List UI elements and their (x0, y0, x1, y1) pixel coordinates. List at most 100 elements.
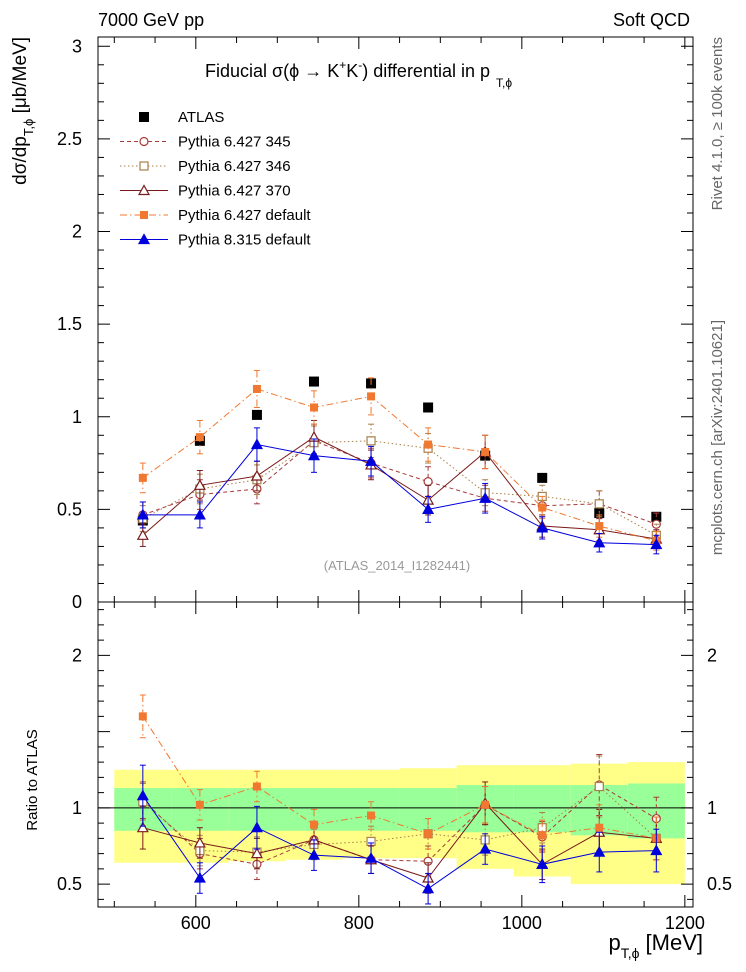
y-tick-label: 0.5 (57, 874, 82, 894)
data-point (365, 454, 378, 466)
data-point (650, 538, 663, 550)
legend-item-pythia-6-427-346: Pythia 6.427 346 (120, 158, 291, 175)
data-point (367, 811, 376, 820)
data-point (593, 845, 606, 857)
legend-label: Pythia 6.427 default (178, 207, 311, 224)
series-line-pythia-6-427-default (142, 388, 657, 542)
y-tick-label-right: 1 (707, 798, 717, 818)
series-pythia-8-315-default (136, 427, 663, 555)
legend-label: ATLAS (178, 109, 224, 126)
xlabel-unit: [MeV] (639, 930, 703, 955)
series-line-pythia-6-427-default (142, 716, 657, 839)
data-point (193, 871, 206, 883)
mcplots-label: mcplots.cern.ch [arXiv:2401.10621] (709, 320, 726, 555)
y-tick-label-right: 0.5 (707, 874, 732, 894)
data-point (538, 503, 547, 512)
data-point (251, 409, 262, 420)
legend-item-pythia-8-315-default: Pythia 8.315 default (120, 232, 311, 249)
legend-marker (139, 112, 149, 122)
data-point (309, 403, 318, 412)
main-xticks (113, 37, 686, 602)
y-tick-label: 1 (72, 798, 82, 818)
data-point (366, 436, 376, 446)
x-tick-label: 1200 (665, 913, 705, 933)
legend-marker (137, 184, 151, 196)
data-point (650, 844, 663, 856)
legend-item-atlas: ATLAS (139, 109, 224, 126)
series-pythia-8-315-default (136, 764, 663, 905)
series-pythia-6-427-370 (136, 419, 663, 549)
legend-item-pythia-6-427-default: Pythia 6.427 default (120, 207, 311, 224)
legend-marker (137, 233, 151, 245)
data-point (595, 522, 604, 531)
data-point (138, 712, 147, 721)
legend-item-pythia-6-427-345: Pythia 6.427 345 (120, 134, 291, 151)
data-point (537, 472, 548, 483)
ylabel-main: dσ/dp (10, 136, 31, 185)
series-pythia-6-427-345 (138, 423, 661, 536)
data-point (367, 392, 376, 401)
title-main: Fiducial σ(ϕ → K (205, 61, 339, 81)
ylabel-sub: T,ϕ (21, 119, 36, 136)
x-tick-label: 800 (344, 913, 374, 933)
y-tick-label: 0.5 (57, 499, 82, 519)
data-point (307, 848, 321, 860)
title-sub: T,ϕ (496, 76, 512, 90)
legend-label: Pythia 6.427 346 (178, 158, 291, 175)
y-tick-label: 0 (72, 592, 82, 612)
legend: ATLAS Pythia 6.427 345 Pythia 6.427 346 Pyt… (120, 109, 311, 249)
data-point (538, 831, 547, 840)
ratio-ylabel: Ratio to ATLAS (24, 729, 41, 830)
data-point (479, 842, 492, 854)
y-tick-label: 2 (72, 645, 82, 665)
rivet-label: Rivet 4.1.0, ≥ 100k events (709, 37, 726, 210)
series-line-pythia-6-427-370 (142, 436, 657, 540)
title-sup-minus: - (358, 58, 362, 72)
series-line-pythia-6-427-346 (142, 440, 657, 536)
y-tick-label-right: 2 (707, 645, 717, 665)
data-point (138, 473, 147, 482)
data-point (308, 376, 319, 387)
data-point (479, 492, 492, 503)
series-line-pythia-6-427-370 (142, 802, 657, 879)
xlabel-main: p (608, 930, 620, 955)
analysis-watermark: (ATLAS_2014_I1282441) (324, 558, 470, 573)
data-point (593, 536, 606, 548)
data-point (250, 469, 263, 481)
y-tick-label: 3 (72, 36, 82, 56)
legend-item-pythia-6-427-370: Pythia 6.427 370 (120, 183, 291, 200)
ratio-bands (98, 762, 693, 885)
data-point (136, 508, 149, 520)
ratio-plot: 0.5 0.5 1 1 2 2 600 800 1000 1200 Ratio to ATLAS… (24, 601, 732, 961)
data-point (422, 503, 435, 514)
main-title: Fiducial σ(ϕ → K+K-) differential in p T,… (205, 58, 512, 90)
series-line-pythia-8-315-default (142, 443, 657, 546)
data-point (365, 851, 378, 863)
data-point (136, 821, 149, 833)
main-plot: 0 0.5 1 1.5 2 2.5 3 Fiducial σ(ϕ → K+K-) diffe… (10, 36, 694, 612)
data-point (195, 800, 204, 809)
data-point (423, 476, 433, 487)
header-right: Soft QCD (613, 10, 690, 30)
xlabel-sub: T,ϕ (621, 945, 640, 961)
header-left: 7000 GeV pp (98, 10, 204, 30)
data-point (252, 782, 261, 791)
ratio-xticks: 600 800 1000 1200 (113, 602, 705, 933)
series-pythia-6-427-default (138, 369, 661, 551)
ratio-marks (136, 694, 663, 905)
title-k: K (346, 61, 358, 81)
x-axis-label: pT,ϕ [MeV] (608, 930, 703, 961)
legend-label: Pythia 8.315 default (178, 232, 311, 249)
title-sup-plus: + (339, 58, 346, 72)
data-point (595, 823, 604, 832)
data-point (536, 858, 549, 869)
data-point (424, 440, 433, 449)
data-point (422, 882, 435, 894)
series-line-pythia-8-315-default (142, 795, 657, 890)
data-point (136, 529, 149, 540)
ratio-plot-frame (97, 601, 694, 908)
data-point (136, 789, 149, 801)
data-point (536, 521, 549, 533)
data-point (481, 800, 490, 809)
ylabel-unit: [μb/MeV] (10, 37, 31, 119)
